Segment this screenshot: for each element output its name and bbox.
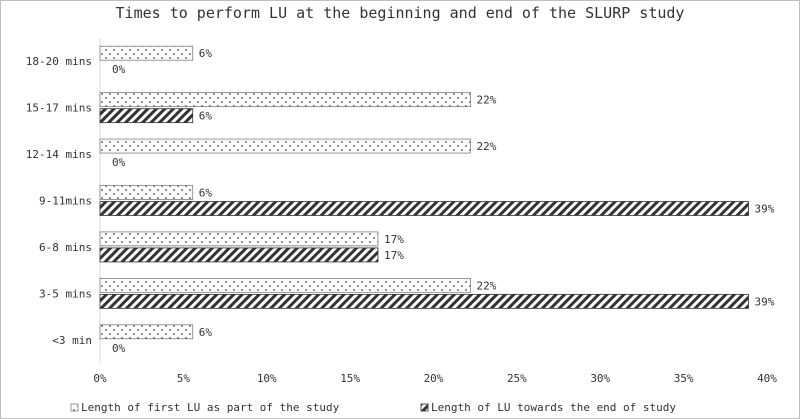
bar-first-lu xyxy=(99,277,471,293)
category-label: 6-8 mins xyxy=(39,241,92,254)
bar-first-lu xyxy=(99,92,471,108)
data-label: 0% xyxy=(112,156,126,169)
bar-end-lu xyxy=(99,293,749,309)
data-label: 17% xyxy=(384,233,404,246)
bar-end-lu xyxy=(99,247,379,263)
x-tick-labels: 0% 5% 10% 15% 20% 25% 30% 35% 40% xyxy=(93,372,777,385)
category-label: 15-17 mins xyxy=(26,102,92,115)
category-label: 3-5 mins xyxy=(39,287,92,300)
data-label: 0% xyxy=(112,342,126,355)
x-tick-label: 30% xyxy=(590,372,610,385)
x-tick-label: 5% xyxy=(177,372,191,385)
bar-first-lu xyxy=(99,324,194,340)
x-tick-label: 25% xyxy=(507,372,527,385)
x-tick-label: 35% xyxy=(674,372,694,385)
data-label: 6% xyxy=(199,187,213,200)
category-label: 9-11mins xyxy=(39,195,92,208)
data-label: 6% xyxy=(199,110,213,123)
category-label: 12-14 mins xyxy=(26,148,92,161)
bar-first-lu xyxy=(99,45,194,61)
data-label: 22% xyxy=(477,94,497,107)
data-label: 39% xyxy=(754,295,774,308)
legend: Length of first LU as part of the study … xyxy=(70,401,676,414)
bar-end-lu xyxy=(99,201,749,216)
legend-label-first-lu: Length of first LU as part of the study xyxy=(81,401,340,414)
bar-first-lu xyxy=(99,231,379,247)
bars-group: 6% 0% 22% 6% 22% 0% 6% 39% 17% 17% 22% 39% 6% 0% xyxy=(99,45,775,355)
data-label: 22% xyxy=(477,279,497,292)
data-label: 6% xyxy=(199,47,213,60)
x-tick-label: 0% xyxy=(93,372,107,385)
data-label: 6% xyxy=(199,326,213,339)
bar-end-lu xyxy=(99,108,194,124)
bar-first-lu xyxy=(99,185,194,200)
x-tick-label: 40% xyxy=(757,372,777,385)
x-tick-label: 10% xyxy=(257,372,277,385)
data-label: 0% xyxy=(112,63,126,76)
legend-swatch-first-lu xyxy=(70,403,79,412)
x-tick-label: 15% xyxy=(340,372,360,385)
category-label: 18-20 mins xyxy=(26,55,92,68)
bar-first-lu xyxy=(99,138,471,154)
legend-swatch-end-lu xyxy=(420,403,429,412)
chart-title: Times to perform LU at the beginning and… xyxy=(116,4,685,22)
category-label: <3 min xyxy=(52,334,92,347)
category-labels: 18-20 mins 15-17 mins 12-14 mins 9-11mins 6-… xyxy=(26,55,92,347)
data-label: 17% xyxy=(384,249,404,262)
x-tick-label: 20% xyxy=(424,372,444,385)
data-label: 22% xyxy=(477,140,497,153)
data-label: 39% xyxy=(754,203,774,216)
legend-label-end-lu: Length of LU towards the end of study xyxy=(431,401,676,414)
